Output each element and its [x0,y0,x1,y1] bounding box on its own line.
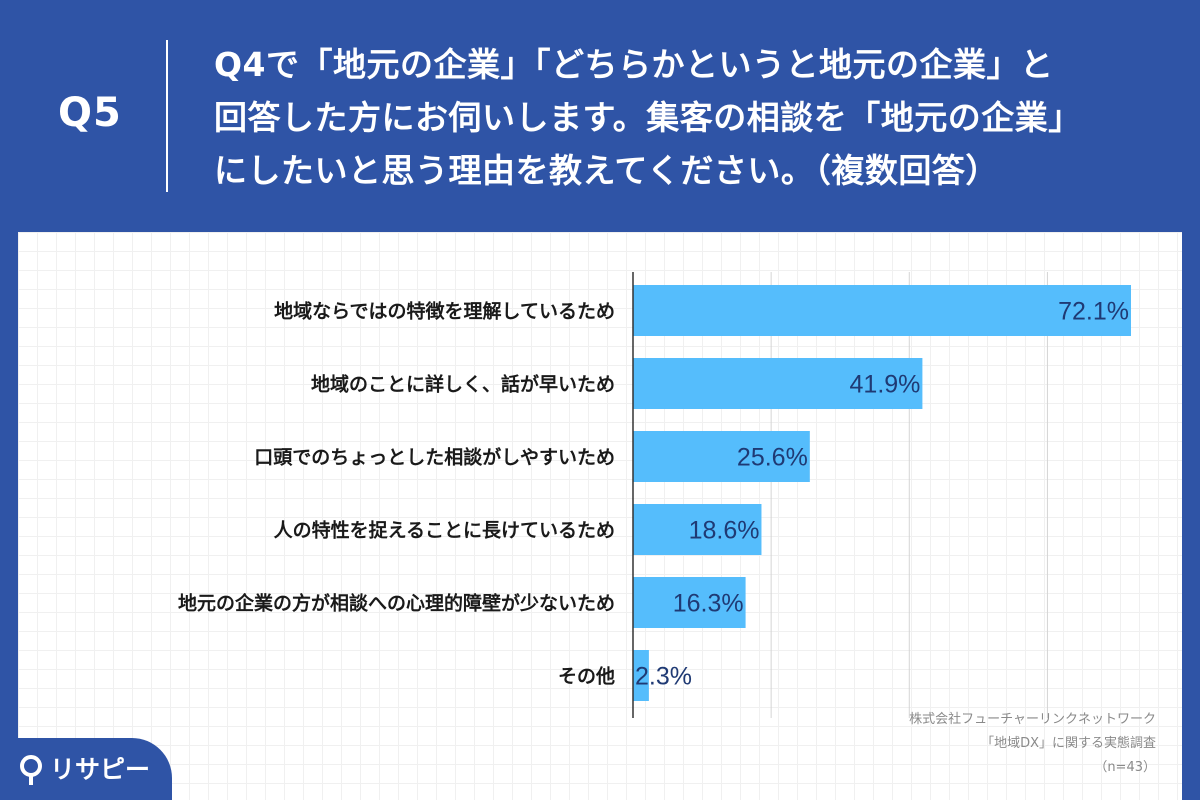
bar-chart: 地域ならではの特徴を理解しているため 72.1% 地域のことに詳しく、話が早いため 4… [178,272,1131,718]
bar [633,431,810,482]
category-label: 地域のことに詳しく、話が早いため [311,373,615,396]
bar [633,650,649,701]
category-label: その他 [558,665,615,688]
question-line-1: Q4で「地元の企業」「どちらかというと地元の企業」と [214,45,1054,84]
bar [633,285,1131,336]
category-label: 人の特性を捉えることに長けているため [274,519,615,542]
value-label: 72.1% [1058,298,1129,326]
credit-survey: 「地域DX」に関する実態調査 [981,736,1156,751]
question-header: Q5 Q4で「地元の企業」「どちらかというと地元の企業」と 回答した方にお伺いし… [0,0,1200,232]
chart-panel: 地域ならではの特徴を理解しているため 72.1% 地域のことに詳しく、話が早いため 4… [18,232,1182,800]
source-credit: 株式会社フューチャーリンクネットワーク 「地域DX」に関する実態調査 （n=43… [756,708,1156,780]
value-label: 2.3% [635,663,692,691]
category-label: 地域ならではの特徴を理解しているため [274,300,615,323]
logo-text: リサピー [50,755,151,784]
question-number: Q5 [58,90,122,136]
credit-sample-size: （n=43） [1094,760,1156,775]
value-label: 25.6% [737,444,808,472]
pin-icon [20,755,42,785]
bar [633,358,923,409]
value-label: 16.3% [673,590,744,618]
header-divider [166,40,168,192]
category-label: 口頭でのちょっとした相談がしやすいため [254,446,615,469]
value-label: 18.6% [689,517,760,545]
question-line-2: 回答した方にお伺いします。集客の相談を「地元の企業」 [214,98,1082,137]
brand-logo: リサピー [0,738,172,800]
bar [633,504,762,555]
question-line-3: にしたいと思う理由を教えてください。（複数回答） [214,151,999,190]
category-label: 地元の企業の方が相談への心理的障壁が少ないため [178,592,615,615]
bar [633,577,746,628]
value-label: 41.9% [850,371,921,399]
question-text: Q4で「地元の企業」「どちらかというと地元の企業」と 回答した方にお伺いします。… [214,38,1174,197]
credit-company: 株式会社フューチャーリンクネットワーク [909,712,1156,727]
